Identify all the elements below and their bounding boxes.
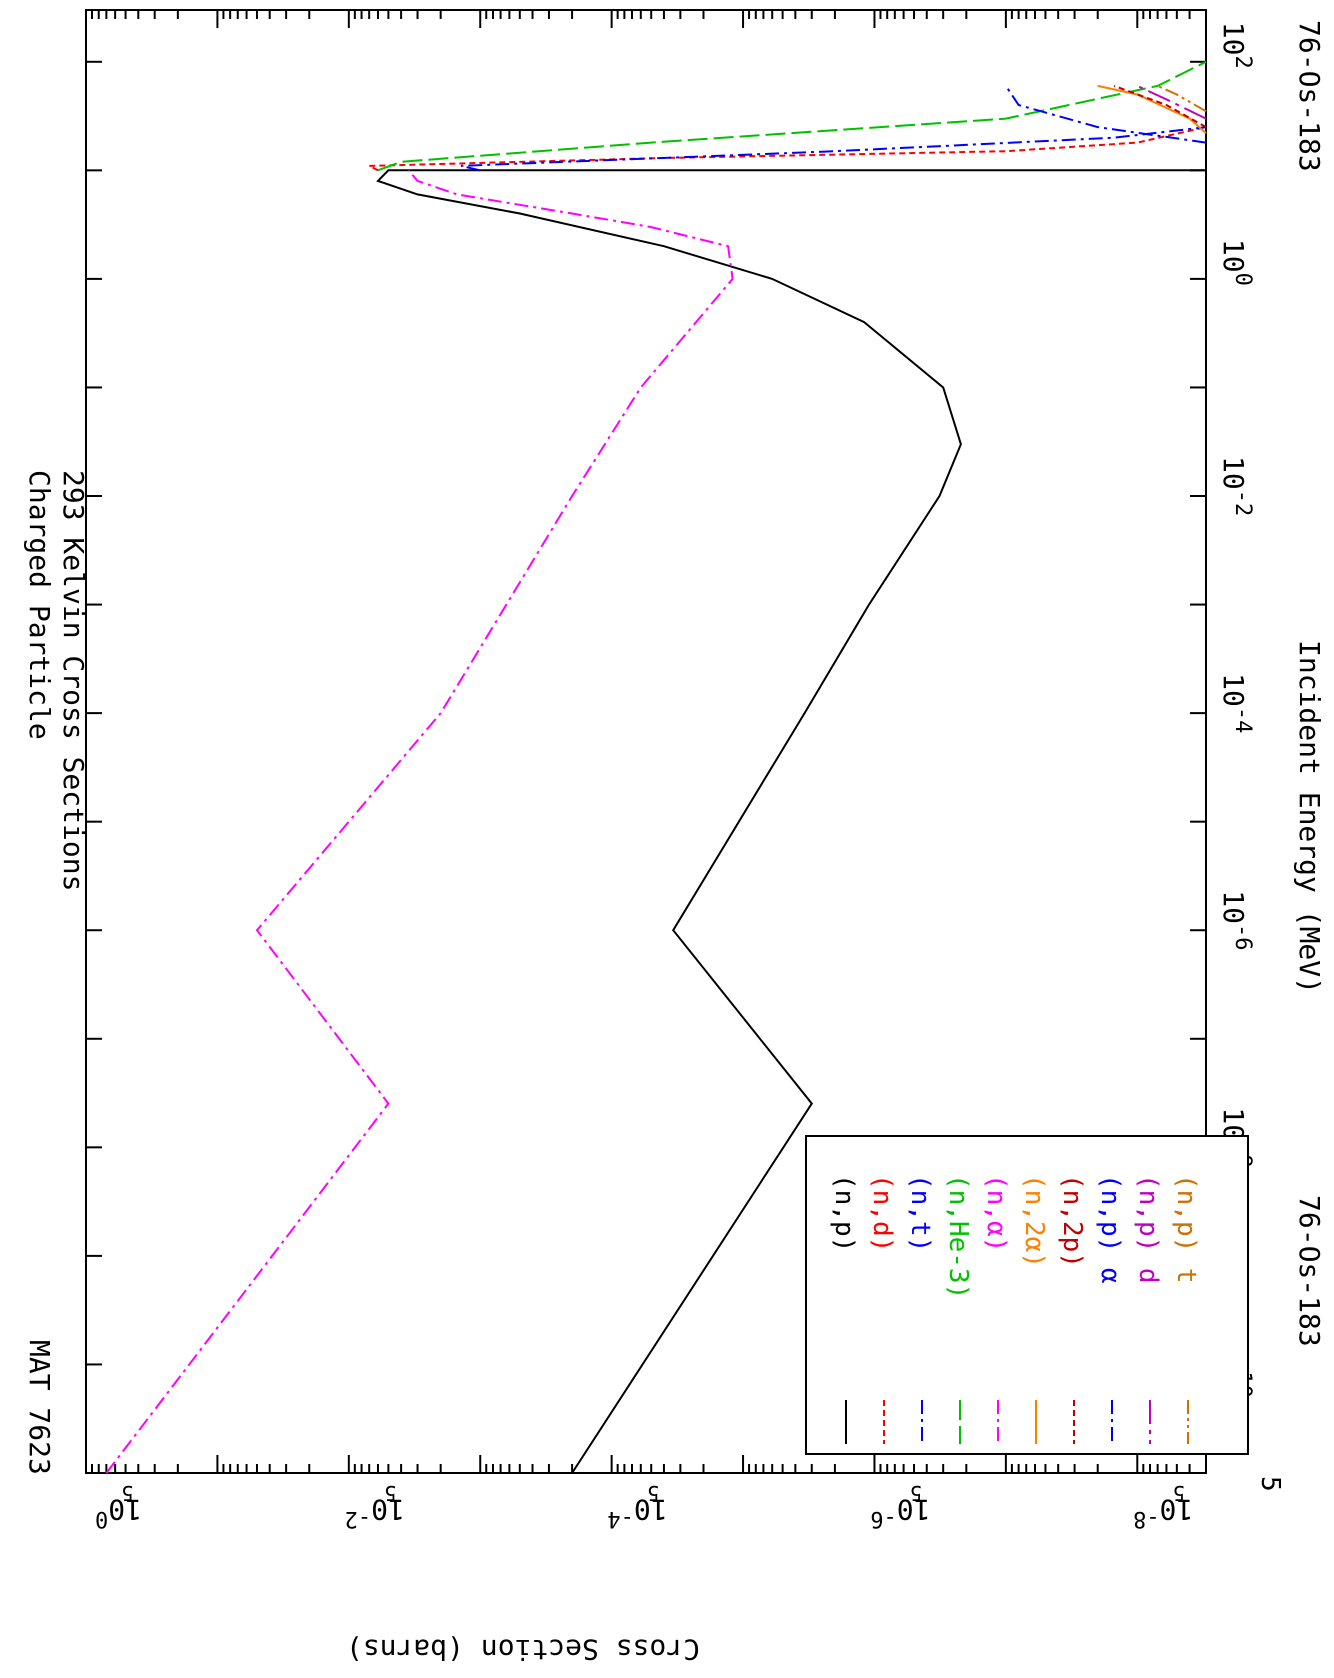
xlabel-group: Incident Energy (MeV): [1293, 640, 1326, 994]
legend-entry: (n,2p): [1057, 1174, 1087, 1268]
x-tick-label-text: 102: [1217, 22, 1255, 69]
y-tick-label-text: 10-8: [1133, 1493, 1193, 1531]
legend-entry: (n,d): [867, 1174, 897, 1252]
mat-label-group: MAT 7623: [23, 1340, 56, 1475]
legend-label: (n,2α): [1019, 1174, 1049, 1268]
y-tick-label: 100: [95, 1493, 142, 1531]
x-tick-label-text: 100: [1217, 239, 1255, 286]
y-minor-label-text: 5: [384, 1481, 396, 1505]
x-corner-label: 5: [1255, 1476, 1285, 1492]
x-tick-label: 102: [1217, 22, 1255, 69]
legend-label: (n,p) t: [1171, 1174, 1201, 1284]
legend-label: (n,He-3): [943, 1174, 973, 1299]
x-tick-label: 100: [1217, 239, 1255, 286]
x-tick-label: 10-4: [1217, 673, 1255, 733]
x-corner-label-group: 5: [1255, 1476, 1285, 1492]
legend-label: (n,t): [905, 1174, 935, 1252]
y-tick-label-text: 10-2: [345, 1493, 405, 1531]
ylabel-group: Cross Section (barns): [346, 1633, 700, 1666]
series-line: [376, 169, 1206, 1474]
legend: (n,p) (n,d) (n,t) (n,He-3) (n,α) (n,2α) (n,2p)…: [805, 1135, 1249, 1455]
y-tick-label: 10-4: [607, 1493, 667, 1531]
legend-entry: (n,p): [829, 1174, 859, 1252]
legend-label: (n,p) d: [1133, 1174, 1163, 1284]
x-tick-label-text: 10-4: [1217, 673, 1255, 733]
series-line: [1136, 84, 1207, 120]
legend-label: (n,p): [829, 1174, 859, 1252]
legend-items: (n,p) (n,d) (n,t) (n,He-3) (n,α) (n,2α) (n,2p)…: [829, 1174, 1201, 1444]
legend-entry: (n,p) t: [1171, 1174, 1201, 1284]
series-line: [368, 126, 1207, 172]
legend-box: [805, 1135, 1249, 1455]
y-minor-label-text: 5: [910, 1481, 922, 1505]
y-tick-label-text: 100: [95, 1493, 142, 1531]
y-minor-label: 5: [910, 1481, 922, 1505]
nuclide-label-right: 76-Os-183: [1293, 1195, 1326, 1347]
nuclide-label: 76-Os-183: [1293, 20, 1326, 172]
y-minor-label: 5: [122, 1481, 134, 1505]
series-line: [377, 60, 1207, 172]
nuclide-label-right-text: 76-Os-183: [1293, 1195, 1326, 1347]
x-axis-label: Incident Energy (MeV): [1293, 640, 1326, 994]
plot-frame: [85, 9, 1207, 1474]
x-tick-label: 10-6: [1217, 890, 1255, 950]
legend-entry: (n,p) d: [1133, 1174, 1163, 1284]
legend-label: (n,p) α: [1095, 1174, 1125, 1284]
title-group-2: 293 Kelvin Cross Sections: [57, 470, 90, 891]
mat-label: MAT 7623: [23, 1340, 56, 1475]
y-tick-label: 10-6: [870, 1493, 930, 1531]
y-minor-label-text: 5: [1173, 1481, 1185, 1505]
series-line: [1097, 84, 1207, 134]
legend-label: (n,α): [981, 1174, 1011, 1252]
series-layer: [105, 60, 1207, 1474]
y-minor-label: 5: [1173, 1481, 1185, 1505]
y-tick-label-text: 10-4: [607, 1493, 667, 1531]
chart-title-line1: Charged Particle: [23, 470, 56, 740]
legend-entry: (n,α): [981, 1174, 1011, 1252]
x-tick-label-text: 10-2: [1217, 456, 1255, 516]
axis-ticks: [85, 10, 1207, 1474]
legend-entry: (n,p) α: [1095, 1174, 1125, 1284]
y-minor-label-text: 5: [647, 1481, 659, 1505]
x-tick-label: 10-2: [1217, 456, 1255, 516]
y-minor-label: 5: [384, 1481, 396, 1505]
y-tick-label: 10-8: [1133, 1493, 1193, 1531]
nuclide-label-group-top: 76-Os-183: [1293, 20, 1326, 172]
y-axis-label: Cross Section (barns): [346, 1633, 700, 1666]
y-minor-label: 5: [647, 1481, 659, 1505]
y-minor-label-text: 5: [122, 1481, 134, 1505]
legend-label: (n,2p): [1057, 1174, 1087, 1268]
legend-entry: (n,He-3): [943, 1174, 973, 1299]
series-line: [1157, 84, 1207, 113]
y-tick-label-text: 10-6: [870, 1493, 930, 1531]
x-tick-label-text: 10-6: [1217, 890, 1255, 950]
chart-title-line2: 293 Kelvin Cross Sections: [57, 470, 90, 891]
series-line: [105, 169, 734, 1474]
y-tick-label: 10-2: [345, 1493, 405, 1531]
legend-entry: (n,t): [905, 1174, 935, 1252]
legend-entry: (n,2α): [1019, 1174, 1049, 1268]
series-line: [1005, 85, 1207, 144]
title-group: Charged Particle: [23, 470, 56, 740]
series-line: [1113, 84, 1207, 128]
legend-label: (n,d): [867, 1174, 897, 1252]
